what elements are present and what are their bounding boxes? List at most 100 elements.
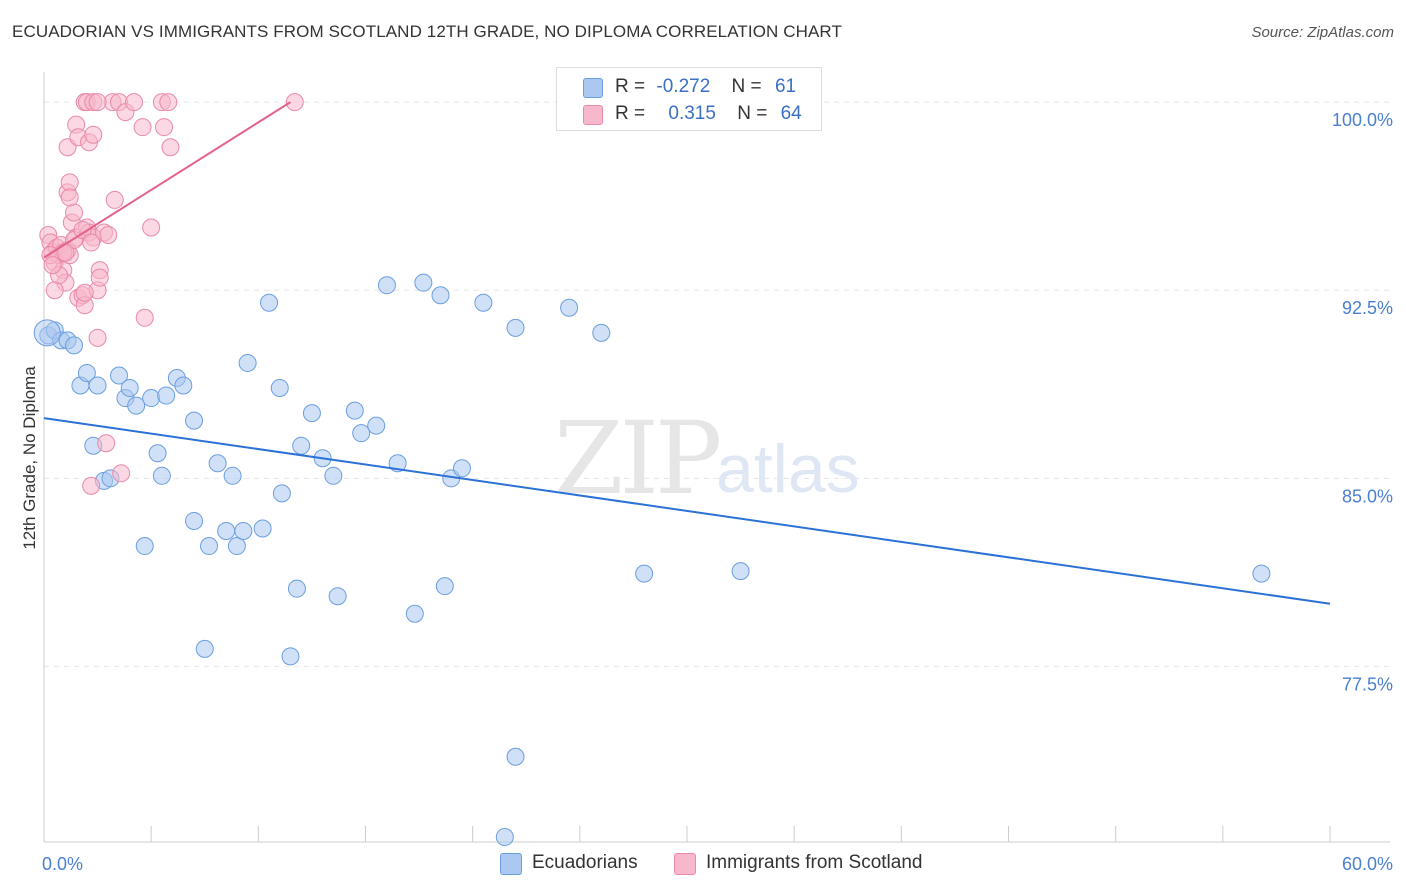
point-scotland (88, 93, 107, 112)
point-ecuadorian (388, 454, 407, 473)
point-ecuadorian (328, 587, 347, 606)
x-tick-label: 60.0% (1342, 854, 1393, 874)
x-tick-label: 0.0% (42, 854, 83, 874)
legend-n-value: 64 (780, 103, 802, 124)
point-scotland (159, 93, 178, 112)
axes (43, 72, 1390, 843)
point-ecuadorian (195, 639, 214, 658)
point-ecuadorian (65, 336, 84, 355)
point-ecuadorian (185, 411, 204, 430)
bottom-legend-swatch-pink (674, 853, 696, 875)
point-ecuadorian (324, 466, 343, 485)
point-ecuadorian (292, 436, 311, 455)
point-scotland (82, 476, 101, 495)
point-scotland (65, 203, 84, 222)
legend-n-label: N = (737, 103, 768, 124)
trend-lines (43, 101, 1331, 605)
point-ecuadorian (592, 323, 611, 342)
point-scotland (285, 93, 304, 112)
legend-n-value: 61 (774, 76, 797, 97)
point-ecuadorian (77, 363, 96, 382)
legend-swatch-blue (583, 78, 603, 98)
point-ecuadorian (217, 521, 236, 540)
point-scotland (90, 268, 109, 287)
point-ecuadorian (731, 562, 750, 581)
point-scotland (43, 256, 62, 275)
legend-r-value: -0.272 (656, 76, 711, 97)
bottom-legend-label: Ecuadorians (532, 852, 638, 873)
point-ecuadorian (506, 747, 525, 766)
point-ecuadorian (352, 424, 371, 443)
watermark-zip: ZIP (554, 400, 722, 517)
correlation-legend: R = -0.272 N = 61 R = 0.315 N = 64 (556, 67, 822, 131)
point-scotland (84, 125, 103, 144)
legend-r-label: R = (615, 76, 646, 97)
trend-line-ecuadorians (43, 417, 1331, 605)
point-ecuadorian (302, 404, 321, 423)
legend-n-label: N = (731, 76, 762, 97)
point-ecuadorian (157, 386, 176, 405)
point-scotland (161, 138, 180, 157)
point-scotland (45, 281, 64, 300)
chart-title: ECUADORIAN VS IMMIGRANTS FROM SCOTLAND 1… (12, 22, 842, 41)
point-ecuadorian (506, 318, 525, 337)
point-ecuadorian-cluster (33, 319, 61, 347)
point-ecuadorian (174, 376, 193, 395)
point-ecuadorian (435, 577, 454, 596)
point-ecuadorian (287, 579, 306, 598)
point-scotland (73, 221, 92, 240)
trend-line-scotland (43, 101, 292, 259)
point-scotland (133, 118, 152, 137)
point-ecuadorian (560, 298, 579, 317)
point-ecuadorian (431, 286, 450, 305)
y-tick-label: 85.0% (1342, 486, 1393, 506)
tick-labels: 100.0% 92.5% 85.0% 77.5% 0.0% 60.0% (42, 110, 1393, 874)
point-ecuadorian (474, 293, 493, 312)
point-ecuadorian (272, 484, 291, 503)
point-ecuadorian (142, 389, 161, 408)
point-ecuadorian (200, 537, 219, 556)
point-ecuadorian (260, 293, 279, 312)
point-scotland (88, 328, 107, 347)
point-ecuadorian (452, 459, 471, 478)
point-ecuadorian (185, 511, 204, 530)
point-ecuadorian (367, 416, 386, 435)
y-axis-label: 12th Grade, No Diploma (20, 366, 39, 550)
point-ecuadorian (227, 537, 246, 556)
point-scotland (112, 464, 131, 483)
point-scotland (60, 188, 79, 207)
point-ecuadorian (208, 454, 227, 473)
point-ecuadorian (120, 379, 139, 398)
point-ecuadorian (148, 444, 167, 463)
point-scotland (135, 308, 154, 327)
point-ecuadorian (253, 519, 272, 538)
point-ecuadorian (135, 537, 154, 556)
data-points (33, 93, 1271, 846)
point-ecuadorian (238, 353, 257, 372)
point-ecuadorian (414, 273, 433, 292)
point-scotland (99, 226, 118, 245)
point-ecuadorian (377, 276, 396, 295)
point-scotland (155, 118, 174, 137)
point-ecuadorian (127, 396, 146, 415)
point-ecuadorian (281, 647, 300, 666)
point-ecuadorian (223, 466, 242, 485)
point-ecuadorian (635, 564, 654, 583)
point-scotland (142, 218, 161, 237)
legend-swatch-pink (583, 105, 603, 125)
source-label: Source: ZipAtlas.com (1251, 24, 1394, 41)
watermark-atlas: atlas (716, 431, 860, 507)
y-tick-label: 100.0% (1332, 110, 1393, 130)
point-scotland (82, 233, 101, 252)
point-ecuadorian (152, 466, 171, 485)
legend-r-label: R = (615, 103, 646, 124)
point-scotland (105, 190, 124, 209)
y-tick-label: 77.5% (1342, 674, 1393, 694)
point-scotland (56, 243, 75, 262)
grid-lines (44, 101, 1390, 667)
point-ecuadorian (1252, 564, 1271, 583)
point-ecuadorian (110, 366, 129, 385)
bottom-legend-label: Immigrants from Scotland (706, 852, 923, 873)
legend-r-value: 0.315 (668, 103, 716, 124)
